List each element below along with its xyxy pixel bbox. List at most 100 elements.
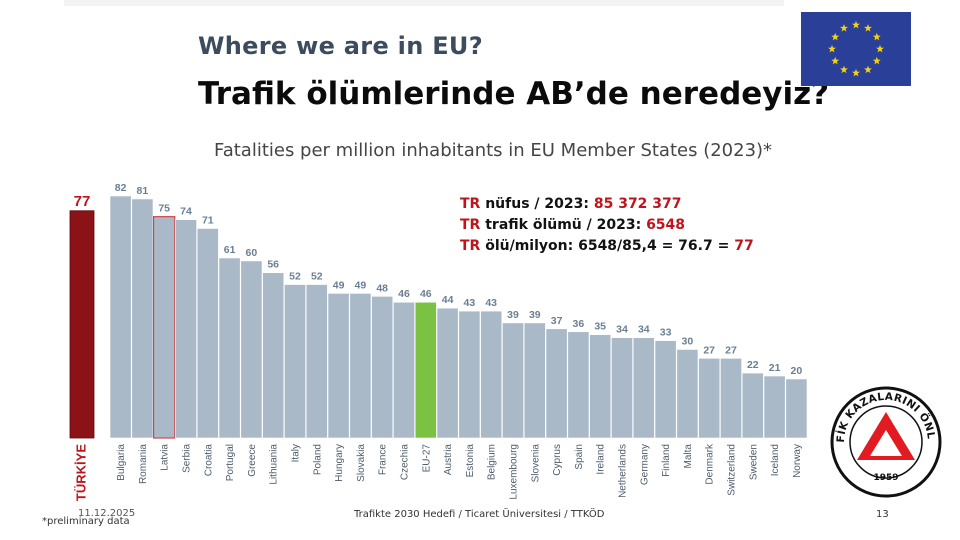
bar-slovenia (523, 322, 546, 439)
category-label: Italy (291, 444, 302, 462)
bar-malta (676, 349, 699, 439)
header-title-tr: Trafik ölümlerinde AB’de neredeyiz? (198, 76, 830, 112)
top-bar (64, 0, 784, 6)
value-label: 27 (703, 344, 715, 356)
value-label: 44 (442, 294, 454, 306)
category-label: Hungary (334, 444, 345, 482)
tr-rate-label: ölü/milyon: 6548/85,4 = 76.7 = (480, 238, 735, 254)
bar-spain (567, 331, 590, 439)
tr-rate-line: TR ölü/milyon: 6548/85,4 = 76.7 = 77 (460, 236, 754, 257)
category-label: Portugal (225, 444, 236, 481)
category-label: Croatia (203, 444, 214, 477)
bar-chart: 77 TÜRKİYE 82 Bulgaria 81 Romania 75 Latvia 74 Se… (69, 182, 808, 501)
bar-italy (284, 284, 306, 439)
value-label: 46 (420, 288, 432, 300)
value-label: 27 (725, 344, 737, 356)
category-label: Latvia (160, 444, 171, 471)
value-label: 43 (485, 297, 497, 309)
eu-star (852, 20, 860, 29)
category-label: Slovakia (356, 444, 367, 482)
value-label: 49 (333, 279, 345, 291)
bar-denmark (698, 358, 721, 439)
ttkod-logo: TÜRKİYE TRAFİK KAZALARINI ÖNLEME DERNEĞİ… (830, 380, 942, 498)
category-label: Malta (683, 444, 694, 469)
eu-star (872, 32, 881, 41)
category-label: Lithuania (269, 444, 280, 485)
eu-star (831, 56, 840, 65)
bar-norway (785, 378, 808, 439)
value-label: 71 (202, 214, 214, 226)
bar-belgium (480, 310, 503, 439)
bar-estonia (458, 310, 481, 439)
category-label: Slovenia (530, 444, 541, 483)
value-label: 75 (158, 203, 170, 215)
value-label: 52 (311, 271, 323, 283)
tr-prefix: TR (460, 238, 481, 254)
value-label: 46 (398, 288, 410, 300)
value-label: 39 (507, 309, 519, 321)
category-label: Spain (574, 444, 585, 470)
category-label: EU-27 (421, 444, 432, 473)
value-label: 82 (115, 182, 127, 194)
chart-title: Fatalities per million inhabitants in EU… (214, 140, 773, 161)
category-label: Estonia (465, 444, 476, 478)
eu-flag-icon (801, 12, 911, 86)
bar-croatia (196, 228, 219, 439)
category-label: Czechia (400, 444, 411, 481)
footer-note: *preliminary data (42, 516, 130, 527)
bar-czechia (393, 301, 415, 439)
category-label: Cyprus (552, 444, 563, 476)
tr-rate-value: 77 (734, 238, 754, 254)
tr-population-value: 85 372 377 (593, 196, 682, 212)
tr-prefix: TR (460, 196, 481, 212)
tr-population-line: TR nüfus / 2023: 85 372 377 (460, 194, 754, 215)
logo-year: 1959 (873, 473, 898, 483)
value-label: 35 (594, 321, 606, 333)
category-label: Finland (661, 444, 672, 477)
value-label: 34 (638, 324, 650, 336)
eu-star (852, 68, 860, 77)
value-label: 36 (573, 318, 585, 330)
bar-romania (131, 198, 154, 439)
eu-star (876, 44, 884, 53)
category-label: Poland (312, 444, 323, 475)
value-label: 77 (74, 193, 91, 210)
header-title-en: Where we are in EU? (198, 32, 483, 60)
bar-iceland (763, 375, 786, 439)
value-label: 81 (137, 185, 149, 197)
bar-eu-27 (414, 301, 437, 439)
bar-hungary (327, 293, 350, 439)
bar-germany (632, 337, 655, 439)
bar-poland (305, 284, 328, 439)
value-label: 56 (267, 259, 279, 271)
category-label: Ireland (596, 444, 607, 475)
bar-slovakia (349, 293, 372, 439)
bar-netherlands (611, 337, 633, 439)
bar-cyprus (545, 328, 568, 439)
bar-sweden (741, 372, 764, 439)
bar-finland (654, 340, 677, 439)
bar-serbia (175, 219, 197, 439)
tr-prefix: TR (460, 217, 481, 233)
bar-greece (240, 260, 263, 439)
value-label: 61 (224, 244, 236, 256)
eu-star (864, 24, 872, 32)
category-label: Netherlands (618, 444, 629, 498)
bar-latvia (153, 216, 176, 439)
category-label: Sweden (748, 444, 759, 480)
eu-star (864, 65, 872, 74)
bar-ireland (589, 334, 612, 439)
footer-date: 11.12.2025 (78, 508, 136, 519)
value-label: 22 (747, 359, 759, 371)
category-label: Switzerland (727, 444, 738, 496)
category-label: Greece (247, 444, 258, 477)
value-label: 52 (289, 271, 301, 283)
value-label: 49 (355, 279, 367, 291)
category-label: Luxembourg (509, 444, 520, 500)
value-label: 37 (551, 315, 563, 327)
tr-deaths-label: trafik ölümü / 2023: (480, 217, 647, 233)
tr-population-label: nüfus / 2023: (480, 196, 594, 212)
tr-deaths-value: 6548 (646, 217, 686, 233)
value-label: 43 (464, 297, 476, 309)
eu-star (828, 44, 836, 53)
